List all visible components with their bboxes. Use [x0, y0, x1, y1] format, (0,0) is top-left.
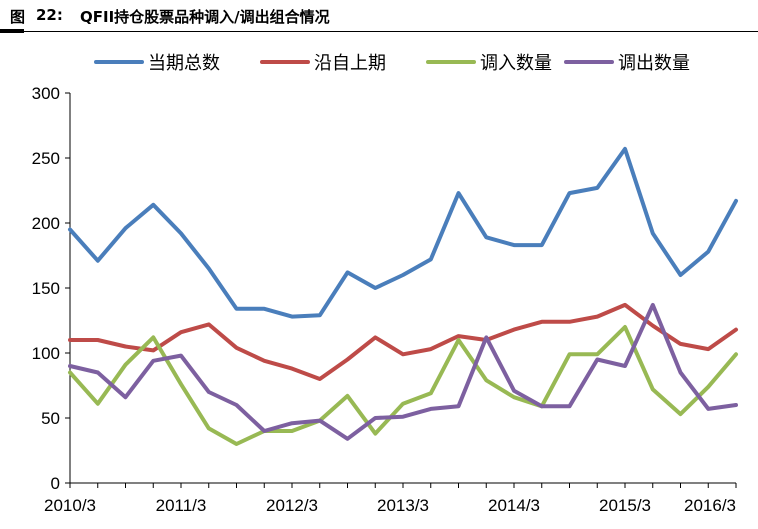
series-line-transfer-out	[68, 302, 738, 441]
y-tick-label: 150	[32, 279, 60, 298]
y-tick-label: 100	[32, 344, 60, 363]
x-tick-label: 2011/3	[156, 496, 207, 515]
x-axis: 2010/3 2011/3 2012/3 2013/3 2014/3 2015/3 2016…	[44, 482, 737, 515]
figure-label: 图	[10, 8, 26, 26]
figure-number: 22:	[36, 6, 63, 24]
x-tick-label: 2012/3	[266, 496, 318, 515]
legend-label-current-total: 当期总数	[148, 53, 220, 73]
x-tick-label: 2016/3	[684, 496, 736, 515]
legend: 当期总数 沿自上期 调入数量 调出数量	[94, 53, 690, 73]
y-tick-label: 250	[32, 149, 60, 168]
figure-title: QFII持仓股票品种调入/调出组合情况	[80, 8, 330, 26]
series-line-current-total	[68, 146, 738, 319]
x-tick-label: 2014/3	[488, 496, 540, 515]
header-rule	[0, 31, 758, 32]
series-line-held-along	[68, 302, 738, 381]
y-tick-label: 300	[32, 84, 60, 103]
x-tick-label: 2015/3	[599, 496, 651, 515]
y-axis: 0 50 100 150 200 250 300	[32, 84, 71, 493]
y-tick-label: 50	[41, 409, 60, 428]
legend-label-held-along: 沿自上期	[314, 53, 386, 73]
y-tick-label: 200	[32, 214, 60, 233]
x-tick-label: 2010/3	[44, 496, 96, 515]
x-tick-label: 2013/3	[377, 496, 429, 515]
legend-label-transfer-in: 调入数量	[480, 53, 552, 73]
figure-header: 图 22: QFII持仓股票品种调入/调出组合情况	[0, 0, 758, 36]
legend-label-transfer-out: 调出数量	[618, 53, 690, 73]
line-chart: 当期总数 沿自上期 调入数量 调出数量 0 50 100 150 200 250 300 2010…	[32, 53, 738, 515]
y-tick-label: 0	[51, 474, 60, 493]
series-lines	[68, 146, 738, 446]
series-line-transfer-in	[68, 325, 738, 446]
